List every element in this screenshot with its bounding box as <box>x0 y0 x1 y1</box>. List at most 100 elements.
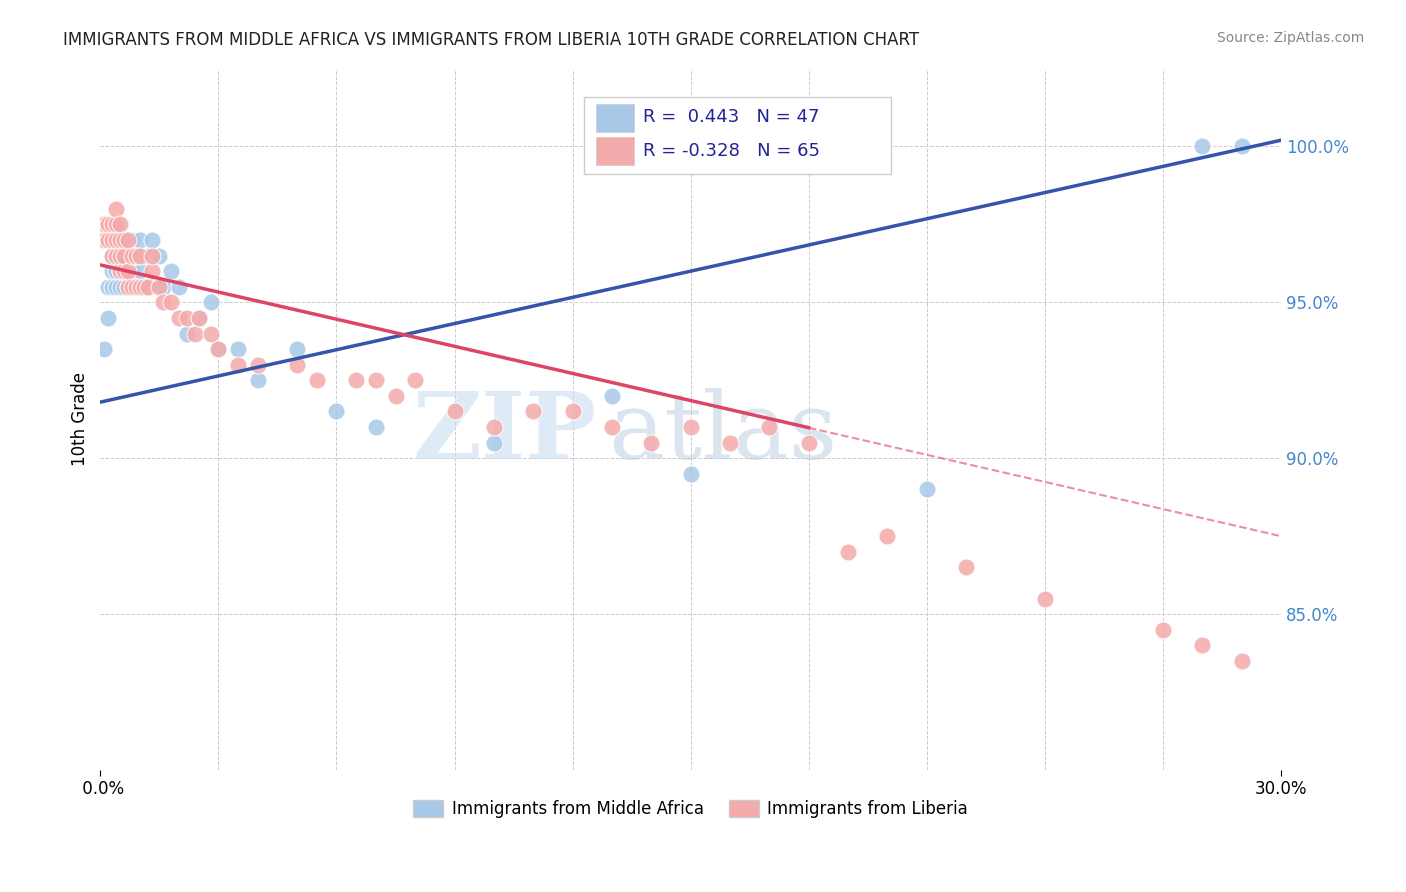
Point <box>112 264 135 278</box>
Point <box>285 358 308 372</box>
Point <box>125 279 148 293</box>
Point <box>600 420 623 434</box>
Point <box>285 342 308 356</box>
Point <box>167 279 190 293</box>
Point <box>108 264 131 278</box>
Point <box>141 233 163 247</box>
Point <box>207 342 229 356</box>
Point <box>101 249 124 263</box>
Point <box>128 249 150 263</box>
Point <box>117 279 139 293</box>
Point <box>1152 623 1174 637</box>
Point <box>226 358 249 372</box>
Point <box>101 233 124 247</box>
Point <box>112 233 135 247</box>
Point <box>97 233 120 247</box>
Point <box>105 264 128 278</box>
Point <box>117 264 139 278</box>
FancyBboxPatch shape <box>596 136 634 165</box>
Y-axis label: 10th Grade: 10th Grade <box>72 372 89 467</box>
Point <box>915 483 938 497</box>
Point <box>125 249 148 263</box>
Point <box>108 249 131 263</box>
Text: ZIP: ZIP <box>412 388 596 478</box>
Legend: Immigrants from Middle Africa, Immigrants from Liberia: Immigrants from Middle Africa, Immigrant… <box>406 793 974 825</box>
Point <box>108 233 131 247</box>
Point <box>105 249 128 263</box>
Point <box>176 326 198 341</box>
Point <box>112 233 135 247</box>
FancyBboxPatch shape <box>596 103 634 132</box>
Point <box>160 295 183 310</box>
Point <box>128 279 150 293</box>
Point <box>121 279 143 293</box>
Point <box>325 404 347 418</box>
Point <box>101 218 124 232</box>
Point <box>176 310 198 325</box>
Point <box>443 404 465 418</box>
Point <box>105 249 128 263</box>
Text: atlas: atlas <box>607 388 837 478</box>
Point <box>187 310 209 325</box>
Point <box>128 264 150 278</box>
Point <box>226 342 249 356</box>
Point <box>955 560 977 574</box>
Point <box>384 389 406 403</box>
Point <box>93 233 115 247</box>
Point <box>364 373 387 387</box>
Point <box>482 435 505 450</box>
Point <box>344 373 367 387</box>
Point <box>112 249 135 263</box>
Point <box>108 279 131 293</box>
Point <box>200 326 222 341</box>
Point <box>112 279 135 293</box>
Point <box>246 358 269 372</box>
Point <box>136 279 159 293</box>
Point <box>121 279 143 293</box>
Text: IMMIGRANTS FROM MIDDLE AFRICA VS IMMIGRANTS FROM LIBERIA 10TH GRADE CORRELATION : IMMIGRANTS FROM MIDDLE AFRICA VS IMMIGRA… <box>63 31 920 49</box>
Point <box>364 420 387 434</box>
Point <box>105 218 128 232</box>
Point <box>184 326 207 341</box>
Point <box>679 420 702 434</box>
Point <box>125 249 148 263</box>
Point <box>404 373 426 387</box>
Point <box>148 279 170 293</box>
Point <box>121 249 143 263</box>
Point <box>105 233 128 247</box>
Point <box>600 389 623 403</box>
Point <box>108 249 131 263</box>
Point <box>187 310 209 325</box>
Point <box>117 264 139 278</box>
Point <box>522 404 544 418</box>
Point <box>101 249 124 263</box>
Point <box>152 279 174 293</box>
Point <box>112 264 135 278</box>
Point <box>97 279 120 293</box>
Point <box>93 218 115 232</box>
Point <box>136 249 159 263</box>
Point <box>1230 139 1253 153</box>
Point <box>108 264 131 278</box>
Point <box>101 279 124 293</box>
Point <box>640 435 662 450</box>
Point <box>128 233 150 247</box>
Point <box>117 233 139 247</box>
Point <box>97 310 120 325</box>
Text: R = -0.328   N = 65: R = -0.328 N = 65 <box>644 142 821 160</box>
Point <box>305 373 328 387</box>
Point <box>758 420 780 434</box>
Point <box>797 435 820 450</box>
Point <box>121 264 143 278</box>
Point <box>121 233 143 247</box>
Point <box>1191 139 1213 153</box>
Point <box>482 420 505 434</box>
Point <box>200 295 222 310</box>
Point <box>1191 638 1213 652</box>
Point <box>101 264 124 278</box>
Point <box>141 264 163 278</box>
Point <box>117 233 139 247</box>
Point <box>876 529 898 543</box>
Point <box>141 249 163 263</box>
Point <box>1033 591 1056 606</box>
